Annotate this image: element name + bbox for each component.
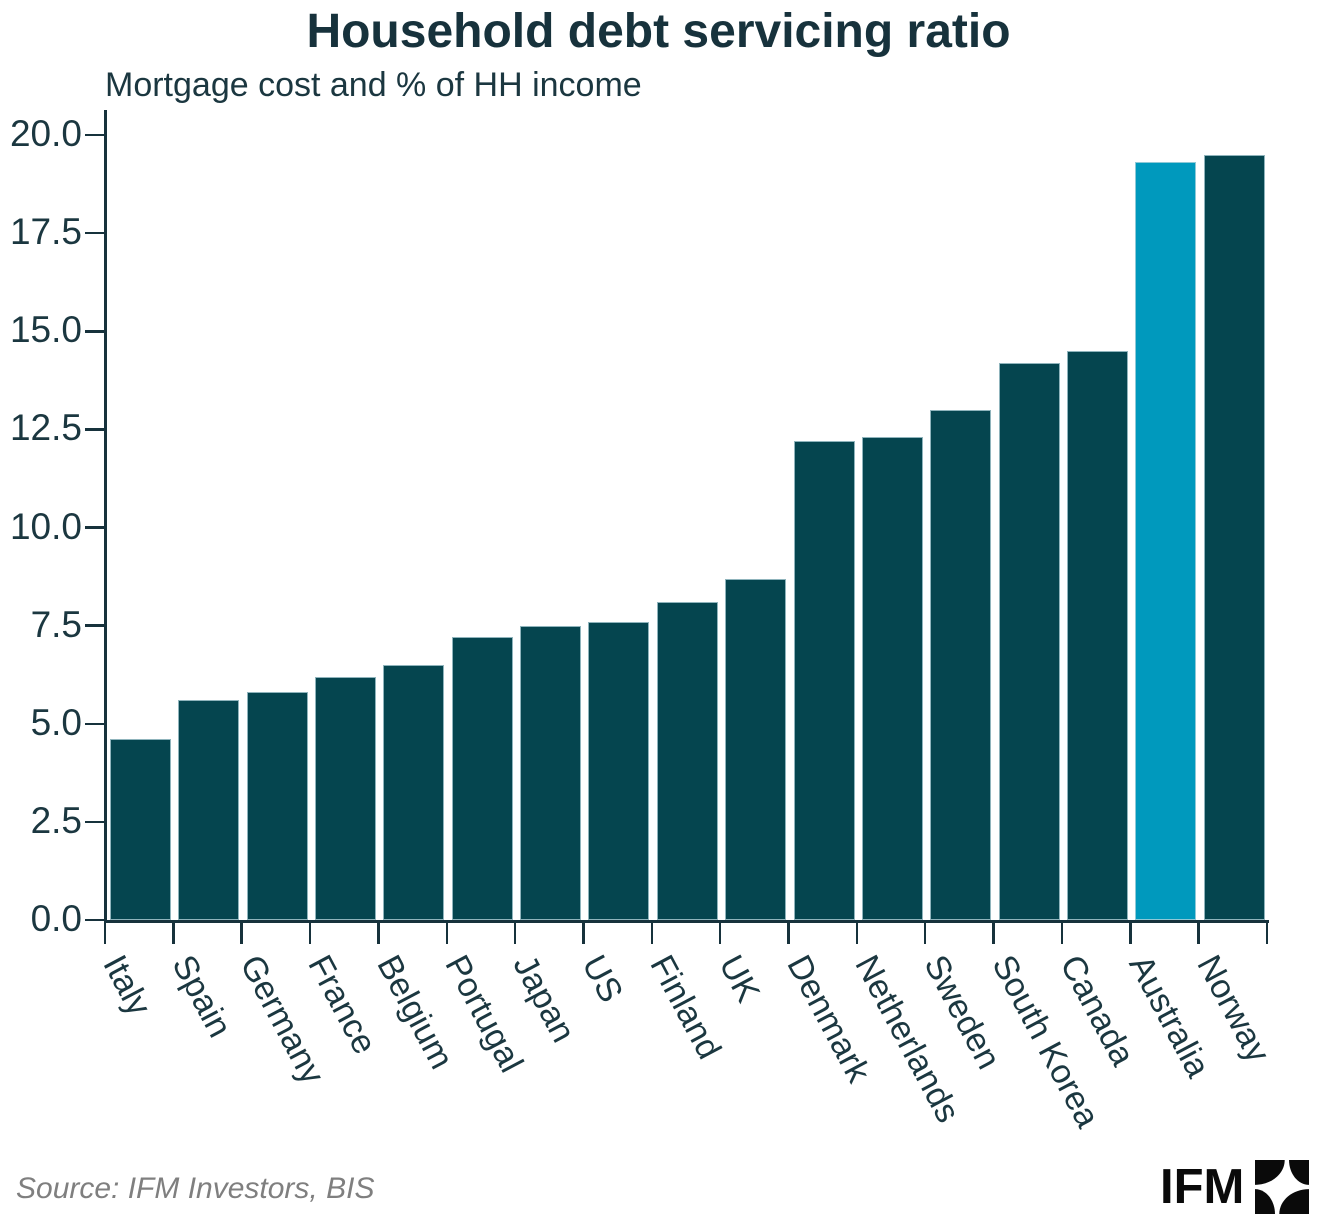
x-tick-label-us: US [574,949,630,1009]
x-tick-mark [787,922,790,944]
source-note: Source: IFM Investors, BIS [16,1172,375,1205]
x-tick-mark [103,922,107,944]
x-tick-mark [1265,922,1269,944]
y-tick-label: 20.0 [9,113,82,154]
y-tick-mark [85,330,104,333]
bar-italy [110,739,171,920]
x-tick-mark [1060,922,1064,944]
y-tick-label: 15.0 [9,309,82,351]
bar-belgium [383,664,445,920]
bar-south-korea [998,362,1060,920]
x-tick-mark [308,922,312,944]
y-tick-mark [85,624,104,627]
x-axis [104,920,1270,923]
x-tick-label-italy: Italy [95,949,159,1022]
bar-japan [520,625,582,920]
y-tick-label: 0.0 [30,898,82,939]
y-tick-label: 7.5 [30,603,82,645]
y-tick-mark [85,918,104,922]
x-tick-label-uk: UK [710,949,767,1009]
bar-finland [656,602,718,920]
y-tick-label: 2.5 [30,799,82,841]
ifm-logo-icon [1255,1160,1310,1214]
bar-denmark [793,441,855,920]
y-tick-mark [85,231,104,235]
y-tick-label: 10.0 [9,505,82,547]
x-tick-mark [172,922,175,944]
bar-france [315,676,377,920]
bar-us [588,621,650,920]
y-tick-mark [85,820,104,824]
x-tick-mark [240,922,243,944]
y-tick-label: 17.5 [9,211,82,253]
x-tick-mark [377,922,380,944]
x-tick-mark [1197,922,1200,944]
chart-title: Household debt servicing ratio [306,5,1011,58]
ifm-logo-text: IFM [1160,1160,1245,1214]
bar-canada [1066,350,1128,920]
x-tick-mark [718,922,722,944]
ifm-logo: IFM [1160,1160,1310,1214]
x-tick-label-spain: Spain [164,949,239,1044]
y-tick-label: 12.5 [9,407,82,449]
bar-netherlands [861,437,923,920]
x-tick-mark [650,922,654,944]
x-tick-mark [1129,922,1132,944]
y-tick-label: 5.0 [30,701,82,743]
y-tick-mark [85,722,104,725]
y-tick-mark [85,428,104,431]
x-tick-mark [855,922,859,944]
bar-portugal [451,637,513,920]
y-tick-mark [85,526,104,529]
x-tick-mark [445,922,448,944]
bar-germany [246,692,308,920]
x-tick-mark [513,922,517,944]
bar-uk [725,578,787,920]
x-tick-mark [923,922,927,944]
y-axis [104,110,107,923]
x-tick-mark [582,922,585,944]
y-tick-mark [85,133,104,137]
bar-sweden [930,409,992,920]
x-tick-mark [992,922,995,944]
bar-australia [1135,162,1197,920]
chart-subtitle: Mortgage cost and % of HH income [105,66,642,104]
bar-norway [1203,154,1265,920]
bar-spain [178,700,240,920]
